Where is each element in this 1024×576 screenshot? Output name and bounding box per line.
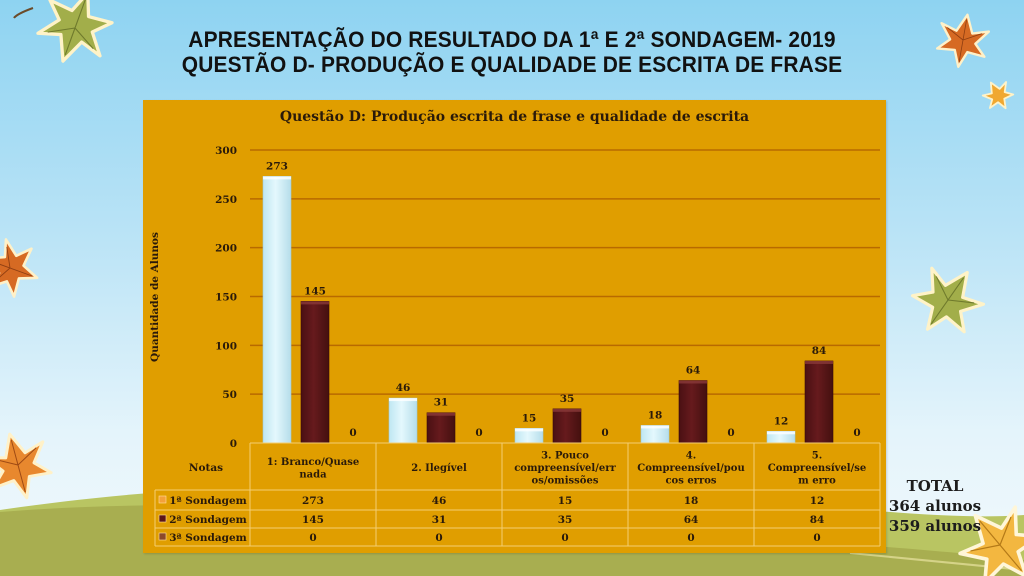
leaf-icon	[0, 238, 39, 298]
category-label: nada	[299, 469, 327, 480]
data-label: 31	[434, 397, 449, 409]
leaf-icon	[910, 266, 986, 334]
legend-marker-icon	[158, 514, 167, 523]
leaf-icon	[36, 0, 114, 63]
table-cell: 12	[810, 495, 825, 507]
bar-top-highlight	[301, 301, 329, 305]
table-cell: 64	[684, 514, 699, 526]
data-label: 0	[853, 427, 860, 439]
bar-top-highlight	[641, 425, 669, 429]
category-label: 2. Ilegível	[411, 463, 467, 474]
leaf-icon	[935, 13, 991, 68]
category-label: 1: Branco/Quase	[267, 457, 359, 468]
category-label: Compreensível/se	[768, 463, 867, 474]
leaf-icon	[0, 432, 53, 500]
category-label: compreensível/err	[514, 463, 616, 474]
table-cell: 15	[558, 495, 573, 507]
leaf-icon	[981, 81, 1015, 110]
table-cell: 35	[558, 514, 573, 526]
legend-label: 3ª Sondagem	[169, 532, 247, 544]
data-label: 64	[686, 364, 701, 376]
table-cell: 0	[435, 532, 442, 544]
table-cell: 84	[810, 514, 825, 526]
category-label: 3. Pouco	[541, 451, 589, 462]
table-cell: 0	[687, 532, 694, 544]
data-label: 15	[522, 412, 537, 424]
y-tick-label: 200	[215, 243, 237, 255]
x-axis-label: Notas	[189, 462, 223, 474]
bar-top-highlight	[679, 380, 707, 384]
bar	[300, 301, 330, 444]
table-cell: 0	[813, 532, 820, 544]
category-label: m erro	[798, 476, 836, 487]
legend-marker-icon	[158, 532, 167, 541]
y-axis-label: Quantidade de Alunos	[149, 232, 161, 362]
legend-marker-icon	[158, 495, 167, 504]
chart-title: Questão D: Produção escrita de frase e q…	[279, 109, 750, 125]
category-label: cos erros	[665, 476, 716, 487]
data-label: 46	[396, 382, 411, 394]
table-cell: 0	[561, 532, 568, 544]
slide-title-line-2: QUESTÃO D- PRODUÇÃO E QUALIDADE DE ESCRI…	[181, 52, 843, 77]
total-second-sondagem: 359 alunos	[888, 517, 982, 535]
total-label: TOTAL	[906, 477, 964, 495]
category-label: Compreensível/pou	[637, 463, 744, 474]
data-label: 84	[812, 345, 827, 357]
totals-box: TOTAL 364 alunos 359 alunos	[880, 476, 990, 536]
bar-top-highlight	[553, 408, 581, 412]
y-tick-label: 0	[230, 438, 237, 450]
y-tick-label: 300	[215, 145, 237, 157]
data-label: 0	[349, 427, 356, 439]
bar	[426, 412, 456, 444]
legend-label: 1ª Sondagem	[169, 495, 247, 507]
table-cell: 0	[309, 532, 316, 544]
data-label: 145	[304, 285, 326, 297]
hill-highlight	[849, 552, 1024, 571]
table-cell: 46	[432, 495, 447, 507]
leaf-icon	[958, 505, 1024, 576]
table-cell: 145	[302, 514, 324, 526]
bar-top-highlight	[515, 428, 543, 432]
bar-top-highlight	[427, 412, 455, 416]
y-tick-label: 150	[215, 292, 237, 304]
data-label: 12	[774, 415, 789, 427]
legend-label: 2ª Sondagem	[169, 514, 247, 526]
data-label: 35	[560, 393, 575, 405]
data-label: 0	[475, 427, 482, 439]
bar-top-highlight	[767, 431, 795, 435]
category-label: os/omissões	[532, 476, 599, 487]
bar-top-highlight	[805, 360, 833, 364]
y-tick-label: 100	[215, 340, 237, 352]
data-label: 0	[601, 427, 608, 439]
bar	[262, 176, 292, 444]
category-label: 4.	[686, 451, 696, 462]
bar-top-highlight	[389, 398, 417, 402]
y-tick-label: 250	[215, 194, 237, 206]
data-label: 18	[648, 409, 663, 421]
total-first-sondagem: 364 alunos	[888, 497, 982, 515]
data-label: 273	[266, 160, 288, 172]
y-tick-label: 50	[222, 389, 237, 401]
table-cell: 31	[432, 514, 447, 526]
table-cell: 273	[302, 495, 324, 507]
bar	[678, 380, 708, 444]
category-label: 5.	[812, 451, 822, 462]
leaf-stem	[13, 7, 34, 19]
data-label: 0	[727, 427, 734, 439]
table-cell: 18	[684, 495, 699, 507]
bar	[552, 408, 582, 444]
bar	[804, 360, 834, 444]
bar-top-highlight	[263, 176, 291, 180]
slide-title-line-1: APRESENTAÇÃO DO RESULTADO DA 1ª E 2ª SON…	[188, 27, 836, 52]
bar	[388, 397, 418, 444]
